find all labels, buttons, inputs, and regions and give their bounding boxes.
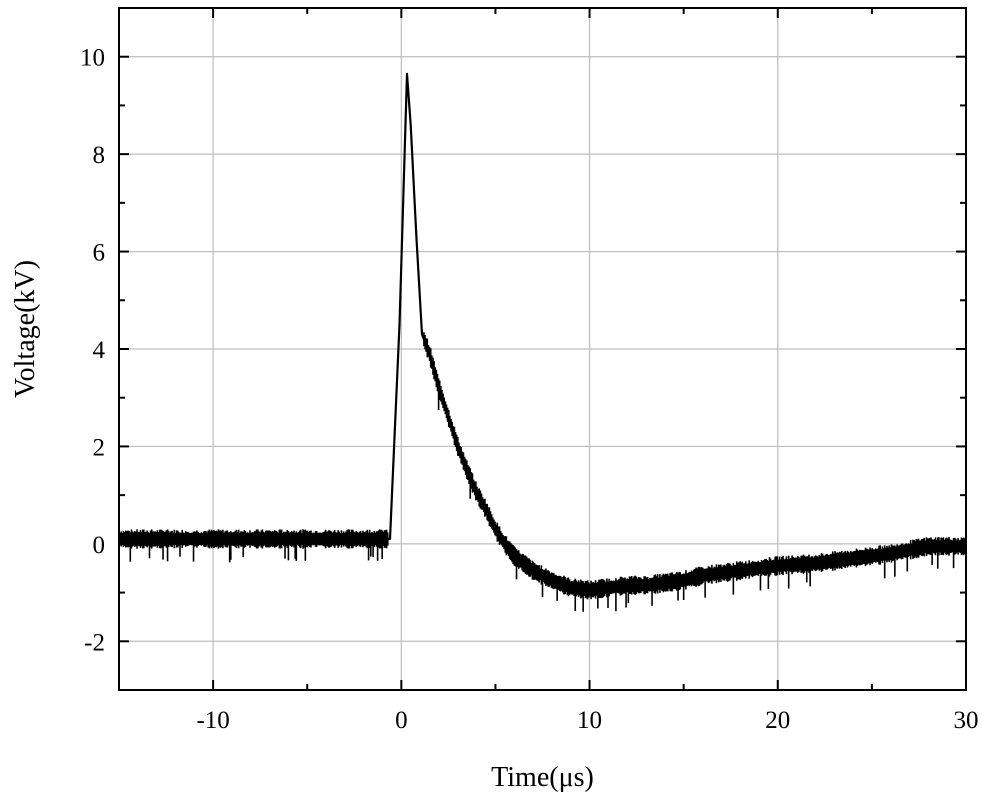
y-tick-label: 0 bbox=[93, 532, 106, 559]
x-tick-label: 10 bbox=[577, 707, 602, 734]
y-tick-label: 10 bbox=[80, 45, 105, 72]
x-tick-label: 30 bbox=[954, 707, 979, 734]
x-axis-title: Time(μs) bbox=[491, 762, 594, 793]
tick-labels: -10 0 10 20 30 -2 0 2 4 6 8 10 bbox=[80, 45, 979, 734]
y-tick-label: 2 bbox=[93, 434, 106, 461]
x-tick-label: -10 bbox=[196, 707, 229, 734]
y-axis-title: Voltage(kV) bbox=[10, 260, 41, 398]
y-tick-label: 4 bbox=[93, 337, 106, 364]
signal-noise-band bbox=[118, 332, 967, 612]
voltage-trace bbox=[119, 72, 966, 592]
y-tick-label: 8 bbox=[93, 142, 106, 169]
x-tick-label: 20 bbox=[765, 707, 790, 734]
plot-area bbox=[118, 72, 967, 612]
axis-ticks bbox=[118, 7, 967, 691]
x-tick-label: 0 bbox=[395, 707, 408, 734]
y-tick-label: -2 bbox=[84, 629, 105, 656]
y-tick-label: 6 bbox=[93, 240, 106, 267]
